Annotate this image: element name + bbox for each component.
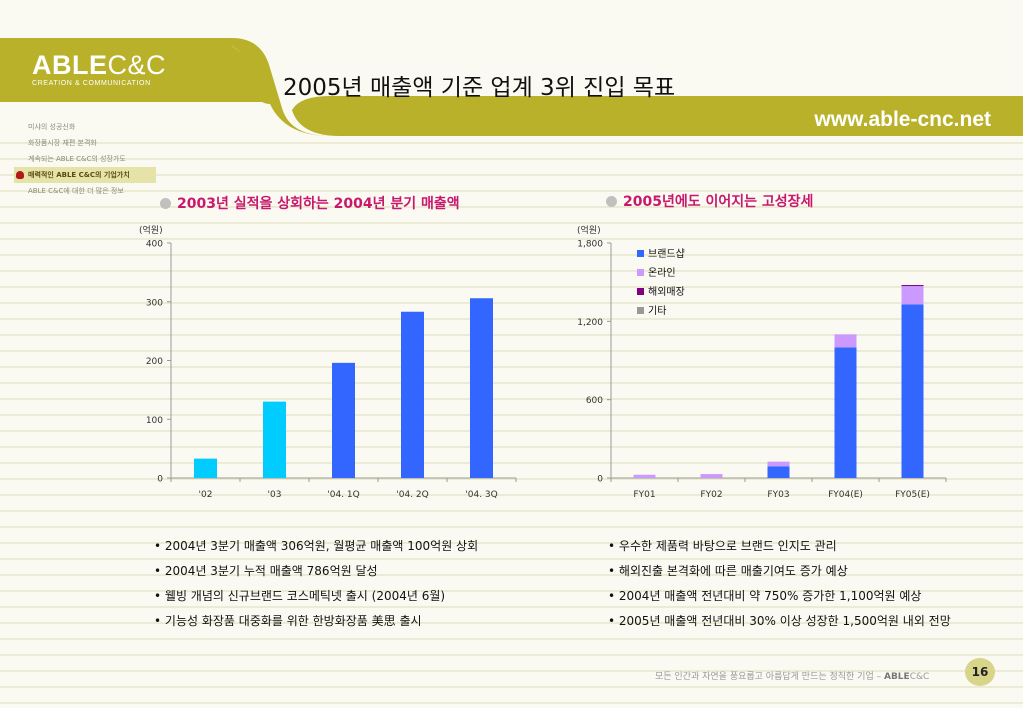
x-tick-label: '04. 1Q <box>327 490 359 500</box>
website-link[interactable]: www.able-cnc.net <box>814 108 991 131</box>
y-tick-label: 400 <box>146 240 163 250</box>
right-chart-unit: (억원) <box>577 226 601 236</box>
x-tick-label: FY04(E) <box>828 490 863 500</box>
left-chart-unit: (억원) <box>139 226 163 236</box>
nav-item-misha[interactable]: 미샤의 성공신화 <box>28 119 156 135</box>
bar-segment <box>767 466 790 478</box>
y-tick-label: 1,800 <box>577 240 603 250</box>
nav-item-market[interactable]: 화장품시장 재편 본격화 <box>28 135 156 151</box>
y-tick-label: 100 <box>146 416 163 426</box>
nav-item-label: 매력적인 ABLE C&C의 기업가치 <box>28 171 130 179</box>
legend-swatch <box>637 250 644 257</box>
x-tick-label: '04. 2Q <box>396 490 428 500</box>
legend-label: 해외매장 <box>648 285 685 298</box>
bar <box>263 401 286 478</box>
note-item: • 2004년 3분기 누적 매출액 786억원 달성 <box>154 564 378 578</box>
note-item: • 2004년 매출액 전년대비 약 750% 증가한 1,100억원 예상 <box>608 589 922 603</box>
bar-segment <box>633 474 656 478</box>
page-title: 2005년 매출액 기준 업계 3위 진입 목표 <box>283 75 676 101</box>
page-number: 16 <box>965 658 995 686</box>
y-tick-label: 300 <box>146 298 163 308</box>
bar-segment <box>834 334 857 348</box>
side-nav: 미샤의 성공신화 화장품시장 재편 본격화 계속되는 ABLE C&C의 성장가… <box>14 119 156 199</box>
right-panel-title: 2005년에도 이어지는 고성장세 <box>606 194 906 211</box>
legend-label: 기타 <box>648 305 666 317</box>
logo-tagline: CREATION & COMMUNICATION <box>32 80 151 87</box>
bar-segment <box>901 285 924 287</box>
bullet-icon <box>160 198 171 209</box>
bar-segment <box>834 347 857 478</box>
note-item: • 우수한 제품력 바탕으로 브랜드 인지도 관리 <box>608 539 837 553</box>
nav-item-more-info[interactable]: ABLE C&C에 대한 더 많은 정보 <box>28 183 156 199</box>
nav-item-label: 미샤의 성공신화 <box>28 123 76 131</box>
right-notes: • 우수한 제품력 바탕으로 브랜드 인지도 관리 • 해외진출 본격화에 따른… <box>608 538 988 638</box>
footer-slogan: 모든 인간과 자연을 풍요롭고 아름답게 만드는 정직한 기업 – ABLEC&… <box>655 672 930 682</box>
bar-segment <box>901 286 924 305</box>
x-tick-label: FY02 <box>700 490 722 500</box>
nav-item-label: ABLE C&C에 대한 더 많은 정보 <box>28 187 124 195</box>
nav-item-label: 계속되는 ABLE C&C의 성장가도 <box>28 155 126 163</box>
nav-item-growth[interactable]: 계속되는 ABLE C&C의 성장가도 <box>28 151 156 167</box>
x-tick-label: FY01 <box>633 490 655 500</box>
nav-item-label: 화장품시장 재편 본격화 <box>28 139 97 147</box>
legend-label: 브랜드샵 <box>648 248 685 260</box>
bar-segment <box>700 474 723 478</box>
left-notes: • 2004년 3분기 매출액 306억원, 월평균 매출액 100억원 상회 … <box>154 538 524 638</box>
note-item: • 해외진출 본격화에 따른 매출기여도 증가 예상 <box>608 564 848 578</box>
nav-item-value[interactable]: 매력적인 ABLE C&C의 기업가치 <box>14 167 156 183</box>
bar-segment <box>901 304 924 478</box>
legend-swatch <box>637 288 644 295</box>
x-tick-label: '04. 3Q <box>465 490 497 500</box>
x-tick-label: FY03 <box>767 490 789 500</box>
note-item: • 기능성 화장품 대중화를 위한 한방화장품 美思 출시 <box>154 614 422 628</box>
x-tick-label: FY05(E) <box>895 490 930 500</box>
note-item: • 웰빙 개념의 신규브랜드 코스메틱넷 출시 (2004년 6월) <box>154 589 446 603</box>
y-tick-label: 0 <box>597 475 603 485</box>
x-tick-label: '02 <box>199 490 213 500</box>
bar <box>332 362 355 478</box>
header-banner <box>0 0 1023 140</box>
y-tick-label: 0 <box>157 475 163 485</box>
logo[interactable]: ABLEC&C <box>32 50 167 80</box>
note-item: • 2005년 매출액 전년대비 30% 이상 성장한 1,500억원 내외 전… <box>608 614 951 628</box>
annual-sales-chart: 0 600 1,200 1,800 FY01 FY02 FY03 FY04(E) FY05(E)… <box>577 240 947 500</box>
bar <box>470 298 493 478</box>
legend-swatch <box>637 307 644 314</box>
y-tick-label: 1,200 <box>577 318 603 328</box>
bullet-icon <box>606 196 617 207</box>
quarterly-sales-chart: 0 100 200 300 400 '02 '03 '04. 1Q '04. 2Q '04. 3Q <box>146 240 517 500</box>
note-item: • 2004년 3분기 매출액 306억원, 월평균 매출액 100억원 상회 <box>154 539 479 553</box>
x-tick-label: '03 <box>268 490 282 500</box>
legend-label: 온라인 <box>648 267 676 279</box>
bar <box>194 458 217 478</box>
flower-icon <box>16 171 24 179</box>
y-tick-label: 200 <box>146 357 163 367</box>
legend-swatch <box>637 269 644 276</box>
left-panel-title: 2003년 실적을 상회하는 2004년 분기 매출액 <box>160 196 490 213</box>
bar-segment <box>767 461 790 467</box>
bar <box>401 311 424 478</box>
y-tick-label: 600 <box>586 396 603 406</box>
